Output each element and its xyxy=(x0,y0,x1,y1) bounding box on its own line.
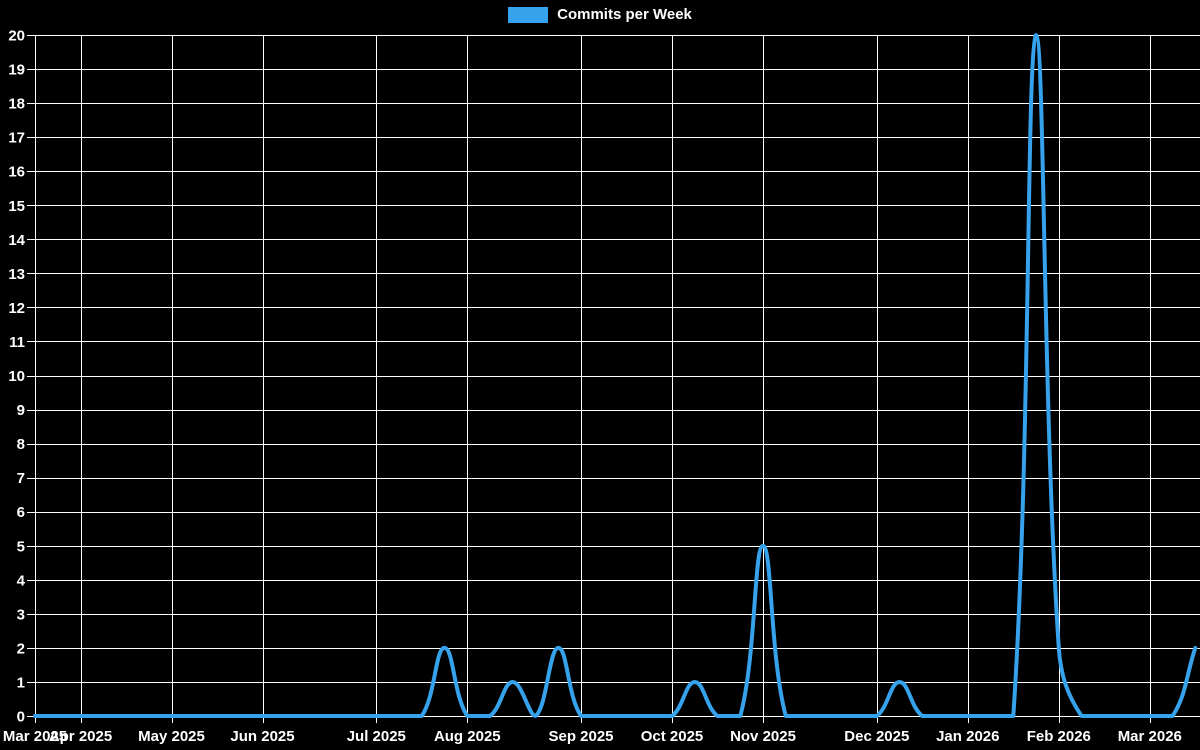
y-tick-label: 5 xyxy=(17,538,25,555)
x-tick-label: Jul 2025 xyxy=(347,728,406,745)
y-tick-label: 10 xyxy=(8,368,25,385)
y-tick-label: 2 xyxy=(17,640,25,657)
series-line-commits-per-week xyxy=(33,33,1198,718)
x-tick-label: Mar 2026 xyxy=(1118,728,1182,745)
y-tick-label: 4 xyxy=(17,572,26,589)
y-tick-label: 3 xyxy=(17,606,25,623)
y-tick-label: 12 xyxy=(8,300,25,317)
y-tick-label: 16 xyxy=(8,164,25,181)
x-tick-label: Nov 2025 xyxy=(730,728,796,745)
chart-legend[interactable]: Commits per Week xyxy=(0,7,1200,23)
y-tick-label: 20 xyxy=(8,28,25,45)
y-tick-label: 1 xyxy=(17,675,25,692)
y-tick-label: 18 xyxy=(8,96,25,113)
y-tick-label: 15 xyxy=(8,198,25,215)
y-tick-label: 7 xyxy=(17,470,25,487)
y-tick-label: 19 xyxy=(8,62,25,79)
legend-swatch xyxy=(508,7,549,23)
y-tick-label: 14 xyxy=(8,232,25,249)
y-tick-label: 11 xyxy=(9,334,25,351)
y-tick-label: 13 xyxy=(8,266,25,283)
x-tick-label: May 2025 xyxy=(138,728,205,745)
y-tick-label: 6 xyxy=(17,504,25,521)
x-tick-label: Jun 2025 xyxy=(230,728,294,745)
x-tick-label: Aug 2025 xyxy=(434,728,501,745)
grid-lines xyxy=(35,35,1200,717)
x-tick-label: Dec 2025 xyxy=(844,728,909,745)
y-tick-label: 9 xyxy=(17,402,25,419)
y-tick-label: 0 xyxy=(17,709,25,726)
x-tick-label: Jan 2026 xyxy=(936,728,999,745)
x-tick-label: Mar 2025 xyxy=(3,728,67,745)
x-tick-label: Feb 2026 xyxy=(1027,728,1091,745)
y-tick-label: 8 xyxy=(17,436,25,453)
x-tick-label: Sep 2025 xyxy=(548,728,613,745)
axis-tick-marks xyxy=(27,35,1151,723)
x-tick-label: Apr 2025 xyxy=(49,728,112,745)
x-tick-label: Oct 2025 xyxy=(641,728,704,745)
y-tick-label: 17 xyxy=(8,130,25,147)
legend-label: Commits per Week xyxy=(557,6,692,23)
